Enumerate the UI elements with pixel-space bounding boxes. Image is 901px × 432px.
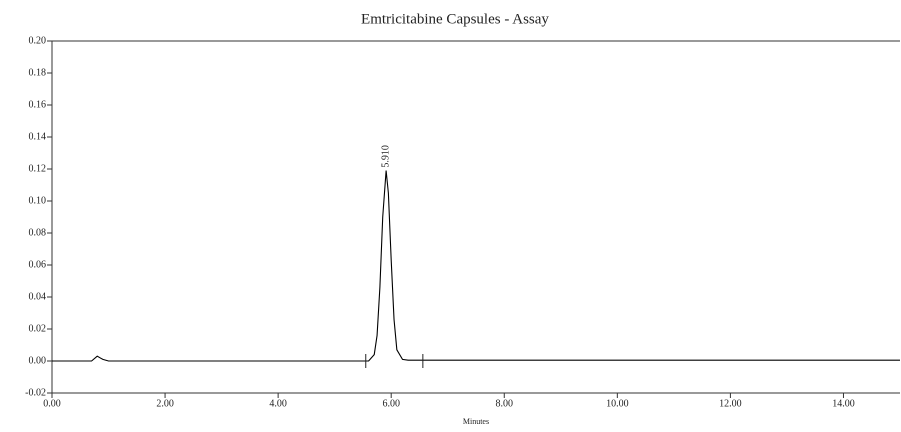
y-tick-label: 0.18 — [29, 67, 47, 78]
x-tick-label: 10.00 — [606, 398, 629, 409]
y-tick-label: 0.02 — [29, 323, 47, 334]
y-tick-label: 0.00 — [29, 355, 47, 366]
y-tick-label: 0.04 — [29, 291, 47, 302]
x-tick-label: 2.00 — [156, 398, 174, 409]
y-tick-label: 0.14 — [29, 131, 47, 142]
y-tick-label: 0.06 — [29, 259, 47, 270]
x-tick-label: 14.00 — [832, 398, 855, 409]
y-tick-label: -0.02 — [25, 387, 46, 398]
y-tick-label: 0.10 — [29, 195, 47, 206]
y-tick-label: 0.16 — [29, 99, 47, 110]
x-tick-label: 4.00 — [269, 398, 287, 409]
x-tick-label: 6.00 — [382, 398, 400, 409]
x-tick-label: 0.00 — [43, 398, 61, 409]
chromatogram-line — [52, 170, 900, 362]
chart-title: Emtricitabine Capsules - Assay — [361, 11, 549, 27]
x-tick-label: 8.00 — [496, 398, 514, 409]
y-tick-label: 0.12 — [29, 163, 47, 174]
x-tick-label: 12.00 — [719, 398, 742, 409]
y-tick-label: 0.08 — [29, 227, 47, 238]
x-axis-label: Minutes — [463, 417, 489, 426]
peak-label: 5.910 — [380, 145, 391, 168]
y-tick-label: 0.20 — [29, 35, 47, 46]
